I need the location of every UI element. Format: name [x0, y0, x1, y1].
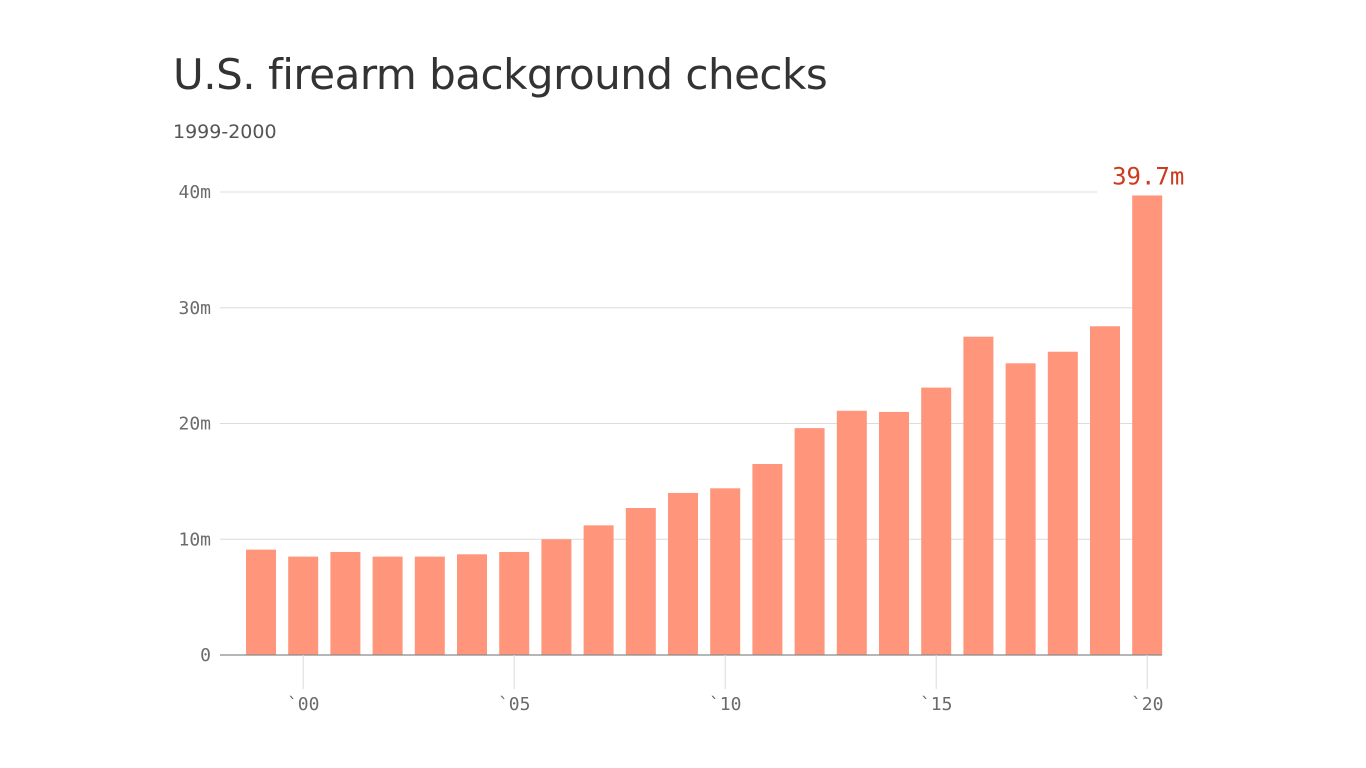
bar-2000: [288, 556, 319, 655]
bar-2010: [710, 488, 741, 655]
bar-2020: [1132, 195, 1163, 655]
bar-2003: [414, 556, 445, 655]
x-tick-label: `10: [709, 694, 742, 715]
axes: 0 10m 20m 30m 40m `00 `05 `10 `15 `20: [178, 182, 1163, 715]
x-tick-label: `15: [920, 694, 953, 715]
bar-2014: [879, 411, 909, 655]
x-tick-label: `00: [287, 694, 320, 715]
bar-2018: [1047, 351, 1078, 655]
x-tick-label: `20: [1131, 694, 1164, 715]
bars: [246, 195, 1163, 655]
chart-subtitle: 1999-2000: [173, 121, 277, 143]
y-tick-label: 0: [200, 645, 211, 666]
bar-2007: [583, 525, 614, 655]
value-label: 39.7m: [1112, 162, 1184, 190]
bar-2015: [921, 387, 952, 655]
y-tick-label: 30m: [178, 298, 211, 319]
bar-2012: [794, 428, 825, 655]
bar-2016: [963, 336, 994, 655]
bar-2011: [752, 464, 783, 655]
bar-2001: [330, 551, 361, 655]
bar-2008: [625, 507, 656, 655]
chart-title: U.S. firearm background checks: [173, 50, 828, 99]
bar-2019: [1090, 326, 1120, 655]
annotations: 39.7m: [1112, 162, 1184, 190]
bar-2004: [457, 554, 487, 655]
bar-2013: [836, 410, 867, 655]
bar-1999: [246, 549, 276, 655]
bar-2006: [541, 539, 572, 655]
x-tick-label: `05: [498, 694, 531, 715]
y-tick-label: 40m: [178, 182, 211, 203]
bar-2009: [668, 492, 698, 655]
y-tick-label: 10m: [178, 529, 211, 550]
bar-2002: [372, 556, 403, 655]
bar-2005: [499, 551, 530, 655]
y-tick-label: 20m: [178, 414, 211, 435]
bar-2017: [1005, 363, 1036, 655]
